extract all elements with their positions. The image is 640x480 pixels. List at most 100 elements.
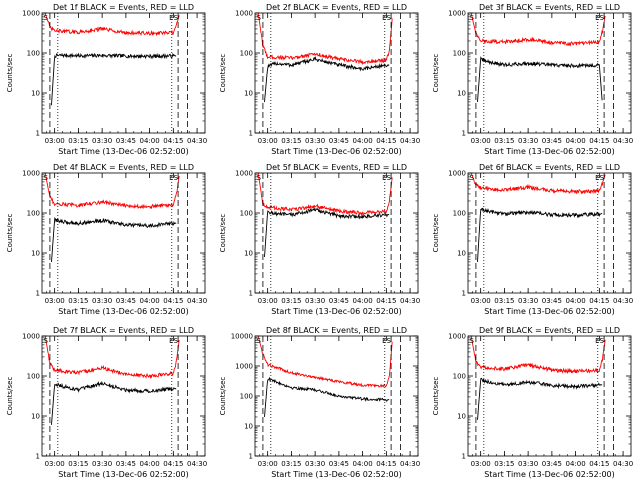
x-tick-label: 03:30 — [518, 137, 538, 145]
x-tick-label: 04:30 — [613, 137, 633, 145]
y-tick-label: 10 — [457, 413, 466, 421]
start-marker: S — [470, 337, 475, 345]
x-tick-label: 04:30 — [187, 460, 207, 468]
start-marker: S — [470, 14, 475, 22]
y-tick-label: 1000 — [22, 333, 40, 341]
y-axis-label: Counts/sec — [6, 54, 14, 93]
x-tick-label: 04:30 — [400, 460, 420, 468]
panel-det-4f: Det 4f BLACK = Events, RED = LLD Counts/s… — [6, 163, 207, 316]
start-marker: S — [257, 14, 262, 22]
x-tick-label: 04:15 — [589, 137, 609, 145]
panel-title: Det 5f BLACK = Events, RED = LLD — [266, 163, 407, 172]
start-marker: S — [44, 337, 49, 345]
x-tick-label: 03:15 — [68, 460, 88, 468]
y-tick-label: 100 — [240, 50, 253, 58]
y-tick-label: 10 — [457, 250, 466, 258]
plot-frame — [467, 12, 632, 134]
x-tick-label: 04:15 — [589, 297, 609, 305]
x-tick-label: 04:00 — [353, 297, 373, 305]
x-tick-label: 04:00 — [140, 297, 160, 305]
y-tick-label: 1 — [36, 453, 40, 461]
x-tick-label: 03:45 — [542, 460, 562, 468]
x-tick-label: 03:00 — [258, 460, 278, 468]
end-marker: ES — [169, 337, 178, 345]
x-tick-label: 04:15 — [376, 297, 396, 305]
y-tick-label: 10 — [244, 423, 253, 431]
x-tick-label: 03:45 — [116, 460, 136, 468]
panel-title: Det 6f BLACK = Events, RED = LLD — [479, 163, 620, 172]
end-marker: ES — [169, 174, 178, 182]
y-tick-label: 1 — [249, 290, 253, 298]
plot-frame — [254, 12, 419, 134]
x-tick-label: 04:00 — [140, 137, 160, 145]
x-tick-label: 04:30 — [613, 460, 633, 468]
series-line-events — [477, 56, 603, 103]
panel-det-8f: Det 8f BLACK = Events, RED = LLD Counts/s… — [219, 326, 420, 479]
y-tick-label: 100 — [453, 50, 466, 58]
series-line-lld — [44, 13, 180, 37]
plot-frame — [41, 12, 206, 134]
series-line-events — [477, 207, 603, 262]
y-tick-label: 10 — [244, 90, 253, 98]
y-tick-label: 1 — [36, 130, 40, 138]
series-line-events — [477, 377, 603, 420]
series-line-lld — [44, 335, 180, 380]
x-axis-label: Start Time (13-Dec-06 02:52:00) — [271, 307, 402, 316]
end-marker: ES — [382, 14, 391, 22]
panel-det-6f: Det 6f BLACK = Events, RED = LLD Counts/s… — [432, 163, 633, 316]
y-tick-label: 10000 — [231, 333, 253, 341]
series-line-lld — [257, 335, 393, 388]
series-line-lld — [470, 335, 606, 375]
x-tick-label: 03:15 — [494, 460, 514, 468]
y-axis-label: Counts/sec — [432, 377, 440, 416]
x-tick-label: 03:00 — [258, 137, 278, 145]
start-marker: S — [257, 337, 262, 345]
panel-title: Det 4f BLACK = Events, RED = LLD — [53, 163, 194, 172]
y-tick-label: 1000 — [448, 170, 466, 178]
y-tick-label: 1000 — [235, 10, 253, 18]
x-tick-label: 03:30 — [518, 297, 538, 305]
series-line-events — [264, 55, 390, 103]
x-tick-label: 03:00 — [471, 460, 491, 468]
y-tick-label: 100 — [27, 373, 40, 381]
y-tick-label: 1000 — [448, 333, 466, 341]
x-tick-label: 04:00 — [566, 297, 586, 305]
panel-title: Det 2f BLACK = Events, RED = LLD — [266, 3, 407, 12]
y-tick-label: 1 — [462, 453, 466, 461]
end-marker: ES — [595, 14, 604, 22]
end-marker: ES — [169, 14, 178, 22]
y-axis-label: Counts/sec — [219, 54, 227, 93]
y-tick-label: 1 — [36, 290, 40, 298]
y-axis-label: Counts/sec — [432, 54, 440, 93]
x-axis-label: Start Time (13-Dec-06 02:52:00) — [58, 307, 189, 316]
end-marker: ES — [382, 174, 391, 182]
start-marker: S — [470, 174, 475, 182]
start-marker: S — [257, 174, 262, 182]
y-tick-label: 1000 — [448, 10, 466, 18]
x-tick-label: 03:45 — [116, 297, 136, 305]
y-tick-label: 1000 — [235, 170, 253, 178]
x-tick-label: 03:30 — [305, 460, 325, 468]
x-tick-label: 03:15 — [281, 137, 301, 145]
series-line-lld — [44, 173, 180, 210]
y-tick-label: 1 — [249, 453, 253, 461]
end-marker: ES — [595, 337, 604, 345]
plot-frame — [41, 335, 206, 457]
x-tick-label: 04:15 — [163, 137, 183, 145]
panel-det-9f: Det 9f BLACK = Events, RED = LLD Counts/s… — [432, 326, 633, 479]
y-axis-label: Counts/sec — [219, 214, 227, 253]
x-axis-label: Start Time (13-Dec-06 02:52:00) — [484, 470, 615, 479]
x-tick-label: 03:00 — [471, 297, 491, 305]
y-tick-label: 100 — [240, 393, 253, 401]
y-tick-label: 10 — [31, 413, 40, 421]
x-tick-label: 03:45 — [542, 297, 562, 305]
y-tick-label: 100 — [453, 373, 466, 381]
panel-title: Det 8f BLACK = Events, RED = LLD — [266, 326, 407, 335]
series-line-lld — [470, 172, 606, 195]
series-line-events — [51, 380, 177, 425]
series-line-events — [51, 52, 177, 106]
series-line-events — [264, 376, 390, 418]
x-tick-label: 03:15 — [68, 137, 88, 145]
panel-title: Det 3f BLACK = Events, RED = LLD — [479, 3, 620, 12]
x-tick-label: 04:15 — [376, 137, 396, 145]
